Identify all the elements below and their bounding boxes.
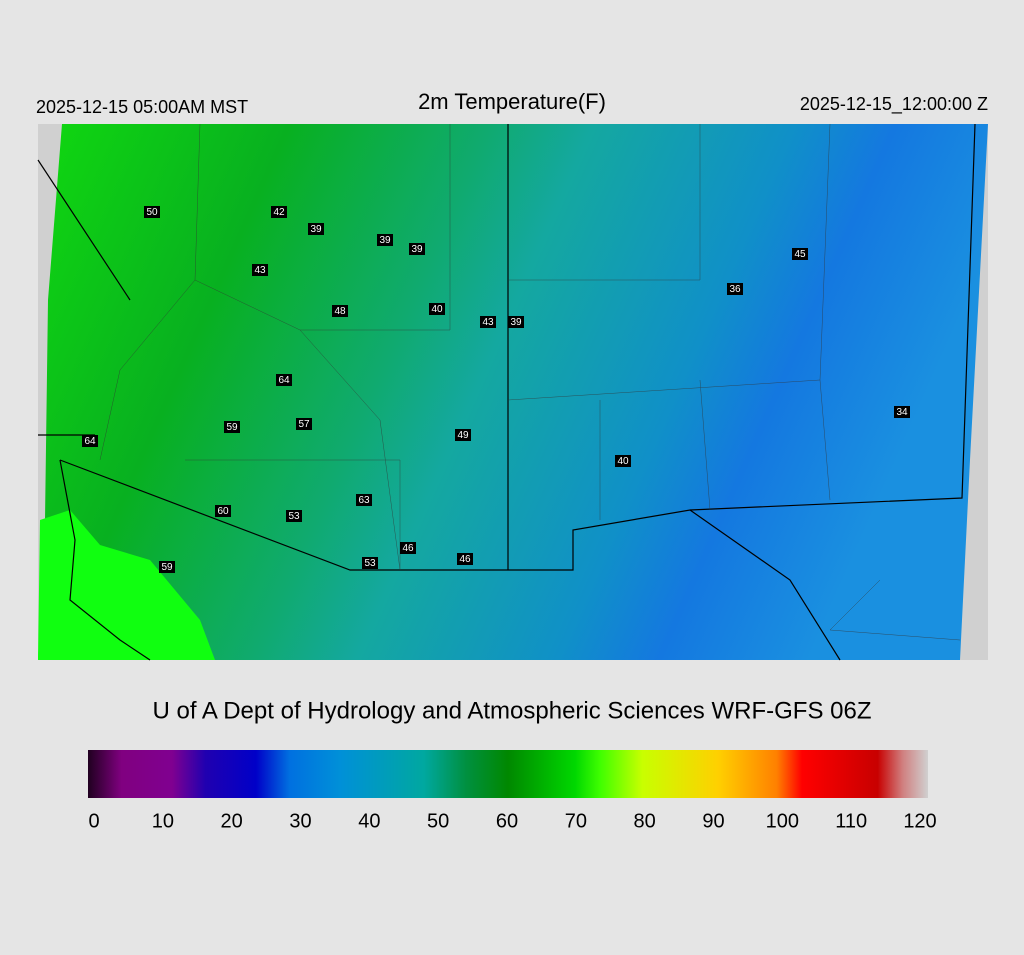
station-box [377,234,393,246]
colorbar-tick-label: 10 [152,810,174,832]
colorbar-tick-label: 20 [221,810,243,832]
station-value: 36 [729,284,741,295]
colorbar-tick-label: 120 [903,810,936,832]
colorbar [88,750,928,798]
station-value: 39 [379,235,391,246]
station-box [508,316,524,328]
colorbar-tick-label: 30 [289,810,311,832]
colorbar-tick-label: 60 [496,810,518,832]
station-value: 57 [298,419,310,430]
station-value: 39 [310,224,322,235]
station-value: 49 [457,430,469,441]
map-title: 2m Temperature(F) [418,89,606,114]
colorbar-tick-label: 80 [634,810,656,832]
station-value: 46 [402,543,414,554]
station-value: 40 [431,304,443,315]
station-box [362,557,378,569]
station-box [615,455,631,467]
station-value: 40 [617,456,629,467]
station-value: 48 [334,306,346,317]
station-value: 45 [794,249,806,260]
map: 50 42 39 39 39 43 48 40 43 39 36 45 64 59 57 64 49 40 34 63… [37,123,988,661]
station-box [144,206,160,218]
station-value: 59 [226,422,238,433]
colorbar-tick-label: 50 [427,810,449,832]
station-value: 42 [273,207,285,218]
station-box [286,510,302,522]
credit: U of A Dept of Hydrology and Atmospheric… [153,697,872,724]
station-value: 53 [364,558,376,569]
station-box [429,303,445,315]
colorbar-tick-label: 100 [766,810,799,832]
station-box [455,429,471,441]
station-box [82,435,98,447]
colorbar-tick-label: 90 [702,810,724,832]
colorbar-ticks: 0 10 20 30 40 50 60 70 80 90 100 110 120 [88,810,936,832]
station-box [271,206,287,218]
station-value: 63 [358,495,370,506]
station-box [727,283,743,295]
colorbar-tick-label: 40 [358,810,380,832]
state-borders [37,123,976,661]
station-box [894,406,910,418]
station-value: 43 [254,265,266,276]
station-value: 59 [161,562,173,573]
station-value: 50 [146,207,158,218]
station-box [159,561,175,573]
station-value: 34 [896,407,908,418]
station-value: 43 [482,317,494,328]
station-value: 39 [411,244,423,255]
station-value: 64 [84,436,96,447]
station-value: 39 [510,317,522,328]
station-box [457,553,473,565]
station-box [276,374,292,386]
colorbar-tick-label: 110 [835,810,867,832]
stations: 50 42 39 39 39 43 48 40 43 39 36 45 64 59 57 64 49 40 34 63… [82,206,910,573]
county-borders [99,123,961,641]
temperature-field [38,124,988,660]
station-box [356,494,372,506]
station-value: 53 [288,511,300,522]
station-box [409,243,425,255]
station-box [308,223,324,235]
valid-time-utc: 2025-12-15_12:00:00 Z [800,94,988,115]
station-value: 46 [459,554,471,565]
station-box [252,264,268,276]
station-value: 60 [217,506,229,517]
station-box [400,542,416,554]
station-box [296,418,312,430]
valid-time-local: 2025-12-15 05:00AM MST [36,97,248,117]
station-box [480,316,496,328]
colorbar-tick-label: 70 [565,810,587,832]
warm-region [38,510,215,660]
station-box [215,505,231,517]
station-box [224,421,240,433]
colorbar-tick-label: 0 [88,810,99,832]
station-box [332,305,348,317]
station-value: 64 [278,375,290,386]
station-box [792,248,808,260]
